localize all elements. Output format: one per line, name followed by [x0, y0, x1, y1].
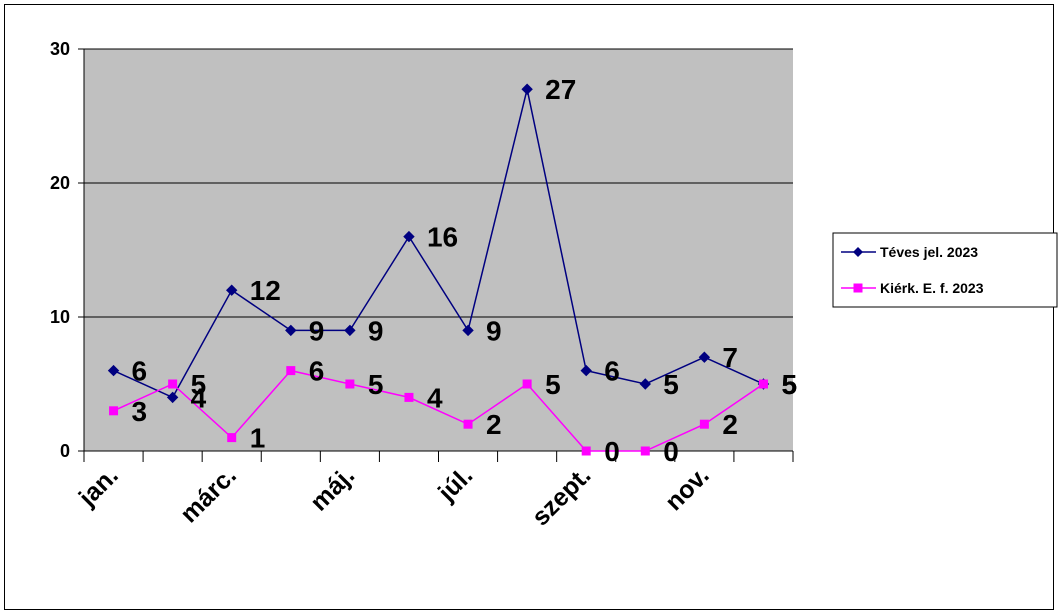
data-label: 9: [486, 315, 502, 346]
y-tick-label: 0: [60, 441, 70, 461]
data-point: [344, 324, 356, 337]
y-axis-ticks: 0 10 20 30: [50, 39, 84, 461]
y-tick-label: 30: [50, 39, 70, 59]
data-point: [581, 446, 591, 456]
data-point: [403, 230, 415, 243]
data-label: 5: [191, 369, 207, 400]
data-point: [462, 324, 474, 337]
data-label: 4: [427, 382, 443, 413]
legend: Téves jel. 2023 Kiérk. E. f. 2023: [832, 232, 1058, 308]
data-label: 9: [368, 315, 384, 346]
data-point: [227, 433, 237, 443]
series-line: [113, 369, 764, 452]
data-point: [109, 406, 119, 416]
data-label: 2: [722, 409, 738, 440]
data-point: [285, 324, 297, 337]
series-group: [107, 83, 770, 456]
data-point: [522, 379, 532, 389]
x-tick-label: máj.: [305, 461, 360, 516]
series-line: [113, 89, 764, 399]
x-axis-ticks: jan. márc. máj. júl. szept. nov.: [73, 451, 794, 531]
data-point: [166, 391, 179, 404]
plot-area: [84, 49, 793, 451]
y-tick-label: 10: [50, 307, 70, 327]
data-label: 7: [722, 342, 738, 373]
x-tick-label: júl.: [432, 461, 478, 507]
data-label: 5: [663, 369, 679, 400]
legend-box: [832, 232, 1058, 308]
data-point: [698, 351, 711, 363]
data-label: 5: [781, 369, 797, 400]
data-label: 4: [191, 382, 207, 413]
legend-marker: [853, 247, 863, 257]
data-label: 5: [781, 369, 797, 400]
x-tick-label: szept.: [527, 461, 597, 531]
data-point: [580, 364, 592, 377]
data-point: [404, 392, 414, 402]
y-tick-label: 20: [50, 173, 70, 193]
data-label: 2: [486, 409, 502, 440]
data-point: [463, 419, 473, 429]
data-label: 3: [132, 396, 148, 427]
data-label: 27: [545, 74, 576, 105]
data-label: 5: [545, 369, 561, 400]
legend-label: Kiérk. E. f. 2023: [880, 280, 984, 296]
data-point: [168, 379, 178, 389]
data-label: 6: [604, 356, 620, 387]
x-tick-label: márc.: [175, 461, 242, 528]
data-label: 16: [427, 222, 458, 253]
data-label: 6: [309, 356, 325, 387]
data-label: 5: [368, 369, 384, 400]
data-label: 0: [604, 436, 620, 467]
x-tick-label: nov.: [660, 461, 715, 516]
data-point: [758, 379, 768, 389]
data-point: [226, 284, 238, 296]
data-point: [640, 446, 650, 456]
gridlines: [84, 48, 793, 318]
legend-marker: [853, 283, 863, 293]
data-label: 6: [132, 356, 148, 387]
data-point: [286, 366, 296, 376]
x-tick-label: jan.: [73, 461, 124, 512]
data-point: [345, 379, 355, 389]
legend-label: Téves jel. 2023: [880, 244, 978, 260]
data-point: [699, 419, 709, 429]
data-point: [521, 83, 533, 95]
data-label: 1: [250, 423, 266, 454]
data-point: [107, 364, 120, 377]
data-point: [639, 378, 651, 390]
data-label: 9: [309, 315, 325, 346]
data-label: 0: [663, 436, 679, 467]
data-label: 12: [250, 275, 281, 306]
